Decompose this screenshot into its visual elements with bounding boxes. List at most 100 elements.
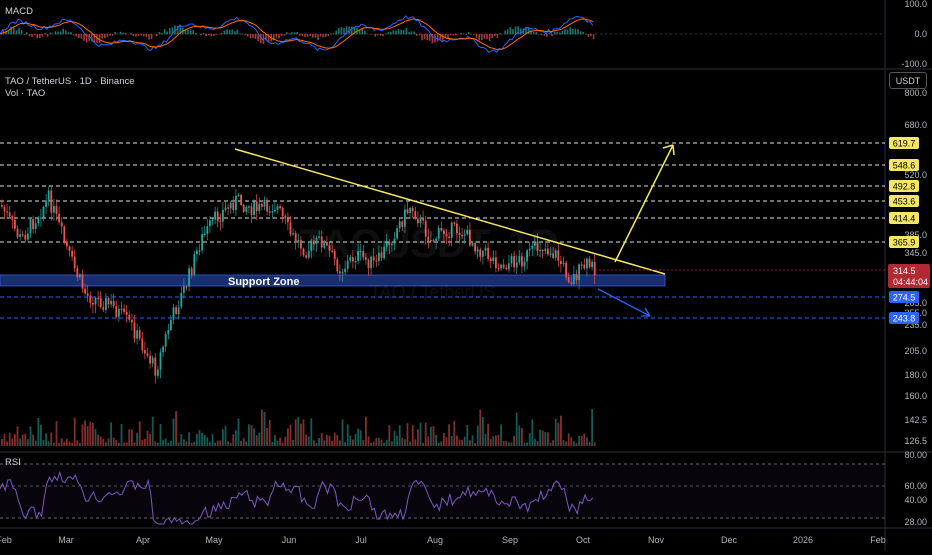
volume-bar bbox=[576, 443, 578, 446]
candle-body bbox=[290, 222, 292, 234]
macd-histogram-bar bbox=[153, 34, 155, 35]
volume-bar bbox=[394, 431, 396, 446]
volume-bar bbox=[292, 440, 294, 446]
volume-bar bbox=[469, 440, 471, 446]
macd-histogram-bar bbox=[302, 34, 304, 36]
candle-body bbox=[227, 207, 229, 208]
macd-histogram-bar bbox=[593, 34, 595, 39]
macd-histogram-bar bbox=[341, 27, 343, 34]
macd-histogram-bar bbox=[161, 33, 163, 35]
volume-bar bbox=[84, 420, 86, 446]
volume-bar bbox=[443, 433, 445, 446]
macd-histogram-bar bbox=[57, 32, 59, 35]
volume-bar bbox=[300, 424, 302, 446]
macd-histogram-bar bbox=[218, 34, 220, 35]
volume-bar bbox=[115, 440, 117, 446]
candle-body bbox=[27, 234, 29, 240]
candle-body bbox=[414, 211, 416, 219]
volume-bar bbox=[110, 422, 112, 446]
macd-histogram-bar bbox=[398, 29, 400, 34]
macd-histogram-bar bbox=[364, 30, 366, 34]
macd-histogram-bar bbox=[387, 32, 389, 34]
volume-bar bbox=[321, 433, 323, 446]
volume-bar bbox=[339, 440, 341, 446]
macd-histogram-bar bbox=[374, 34, 376, 37]
macd-histogram-bar bbox=[577, 29, 579, 34]
volume-bar bbox=[108, 438, 110, 446]
macd-histogram-bar bbox=[504, 30, 506, 34]
candle-body bbox=[17, 229, 19, 237]
macd-histogram-bar bbox=[335, 31, 337, 35]
candle-body bbox=[74, 257, 76, 269]
price-axis-tick: 126.5 bbox=[904, 436, 927, 446]
candle-body bbox=[128, 315, 130, 320]
symbol-title[interactable]: TAO / TetherUS · 1D · Binance bbox=[5, 76, 135, 87]
candle-body bbox=[206, 226, 208, 234]
macd-histogram-bar bbox=[198, 34, 200, 35]
macd-histogram-bar bbox=[554, 32, 556, 35]
volume-bar bbox=[472, 435, 474, 446]
volume-bar bbox=[529, 433, 531, 446]
volume-bar bbox=[219, 440, 221, 446]
volume-bar bbox=[508, 442, 510, 446]
macd-histogram-bar bbox=[559, 32, 561, 34]
macd-histogram-bar bbox=[510, 27, 512, 34]
macd-histogram-bar bbox=[107, 34, 109, 37]
volume-bar bbox=[490, 439, 492, 446]
macd-histogram-bar bbox=[169, 28, 171, 34]
macd-histogram-bar bbox=[380, 34, 382, 35]
price-level-badge-text: 365.9 bbox=[893, 238, 916, 248]
macd-histogram-bar bbox=[23, 34, 25, 35]
volume-bar bbox=[531, 419, 533, 446]
macd-histogram-bar bbox=[494, 34, 496, 36]
volume-bar bbox=[79, 443, 81, 446]
candle-body bbox=[183, 286, 185, 292]
macd-histogram-bar bbox=[16, 30, 18, 34]
volume-bar bbox=[40, 425, 42, 446]
volume-bar bbox=[240, 441, 242, 446]
macd-histogram-bar bbox=[205, 34, 207, 36]
volume-bar bbox=[30, 426, 32, 446]
volume-bar bbox=[58, 443, 60, 446]
candle-body bbox=[11, 216, 13, 220]
macd-histogram-bar bbox=[437, 34, 439, 41]
currency-selector[interactable]: USDT bbox=[889, 72, 927, 89]
macd-histogram-bar bbox=[315, 34, 317, 38]
macd-histogram-bar bbox=[299, 34, 301, 36]
volume-bar bbox=[274, 435, 276, 446]
volume-bar bbox=[61, 438, 63, 446]
macd-histogram-bar bbox=[26, 32, 28, 34]
candle-body bbox=[37, 218, 39, 223]
volume-bar bbox=[323, 440, 325, 446]
candle-body bbox=[53, 206, 55, 213]
macd-label: MACD bbox=[5, 6, 33, 17]
volume-bar bbox=[139, 421, 141, 446]
macd-histogram-bar bbox=[395, 31, 397, 35]
macd-axis-tick: 100.0 bbox=[904, 0, 927, 9]
macd-histogram-bar bbox=[528, 28, 530, 35]
macd-histogram-bar bbox=[138, 34, 140, 36]
volume-bar bbox=[521, 428, 523, 446]
candle-body bbox=[167, 330, 169, 334]
volume-bar bbox=[230, 443, 232, 446]
macd-histogram-bar bbox=[190, 29, 192, 34]
volume-bar bbox=[209, 442, 211, 446]
macd-histogram-bar bbox=[590, 34, 592, 36]
price-axis-tick: 520.0 bbox=[904, 170, 927, 180]
volume-bar bbox=[407, 423, 409, 446]
volume-bar bbox=[383, 443, 385, 446]
volume-bar bbox=[565, 441, 567, 446]
volume-bar bbox=[290, 425, 292, 446]
volume-bar bbox=[251, 425, 253, 446]
volume-label[interactable]: Vol · TAO bbox=[5, 88, 45, 99]
macd-histogram-bar bbox=[343, 28, 345, 34]
volume-bar bbox=[141, 440, 143, 446]
macd-histogram-bar bbox=[572, 29, 574, 34]
volume-bar bbox=[27, 439, 29, 446]
volume-bar bbox=[357, 429, 359, 446]
candle-body bbox=[102, 307, 104, 310]
macd-histogram-bar bbox=[515, 27, 517, 35]
macd-histogram-bar bbox=[62, 29, 64, 35]
